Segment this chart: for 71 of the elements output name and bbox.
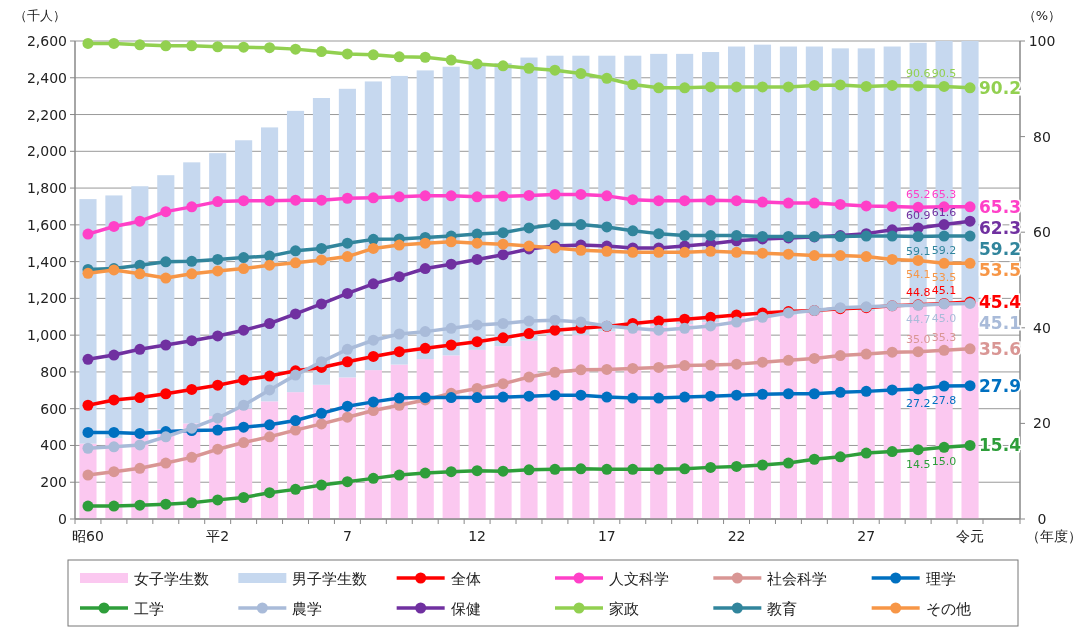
y-tick-label: 1,200: [26, 290, 67, 307]
legend-label: その他: [925, 600, 971, 618]
legend-label: 家政: [609, 600, 639, 618]
data-label: 53.5: [979, 259, 1021, 280]
x-tick-label: 令元: [956, 528, 985, 544]
legend-label: 全体: [450, 570, 481, 588]
y-tick-label: 2,600: [26, 33, 67, 49]
x-axis-title: （年度）: [1026, 528, 1082, 544]
y-tick-label: 2,000: [26, 143, 67, 160]
y-tick-label: 1,600: [26, 216, 67, 233]
y-tick-label: 2,200: [26, 106, 67, 123]
data-label: 54.1: [905, 268, 931, 282]
y2-axis-title: （%）: [1022, 8, 1062, 23]
data-label: 59.2: [979, 238, 1021, 259]
y-tick-label: 400: [40, 437, 67, 454]
y2-tick-label: 0: [1037, 511, 1047, 527]
y2-tick-label: 40: [1033, 319, 1051, 336]
legend-label: 農学: [292, 600, 323, 618]
legend-label: 男子学生数: [292, 570, 368, 588]
x-tick-label: 22: [727, 528, 746, 544]
data-label: 90.2: [979, 77, 1021, 98]
legend-label: 人文科学: [609, 570, 669, 588]
data-label: 45.0: [931, 311, 957, 325]
legend-label: 理学: [925, 570, 956, 588]
data-label: 62.3: [979, 217, 1021, 238]
y-tick-label: 200: [40, 474, 67, 491]
data-label: 15.4: [979, 435, 1022, 456]
y2-tick-label: 80: [1033, 128, 1051, 145]
y2-tick-label: 100: [1028, 33, 1056, 49]
data-label: 61.6: [931, 205, 957, 219]
y-tick-label: 0: [58, 511, 67, 527]
legend-label: 保健: [450, 600, 481, 618]
y-tick-label: 1,400: [26, 253, 67, 270]
y-tick-label: 1,000: [26, 327, 67, 344]
x-tick-label: 12: [468, 528, 487, 544]
data-label: 27.2: [905, 396, 931, 410]
y-tick-label: 1,800: [26, 180, 67, 197]
data-label: 65.2: [905, 188, 931, 202]
data-label: 59.2: [931, 244, 957, 258]
y-tick-label: 800: [40, 363, 67, 380]
data-label: 45.1: [931, 284, 957, 298]
x-tick-label: 昭60: [72, 528, 104, 544]
data-label: 53.5: [931, 271, 957, 285]
x-tick-label: 27: [857, 528, 876, 544]
data-label: 14.5: [905, 457, 931, 471]
y-tick-label: 2,400: [26, 69, 67, 86]
data-label: 45.4: [979, 291, 1022, 312]
data-label: 65.3: [979, 196, 1021, 217]
data-label: 90.6: [905, 66, 931, 80]
data-label: 27.8: [931, 394, 957, 408]
y2-tick-label: 60: [1033, 224, 1051, 241]
data-label: 35.3: [931, 331, 957, 345]
legend-label: 工学: [134, 600, 164, 618]
data-label: 90.5: [931, 67, 957, 81]
y-axis-title: （千人）: [14, 8, 66, 23]
data-label: 60.9: [905, 208, 931, 222]
data-label: 44.7: [905, 313, 931, 327]
data-label: 15.0: [931, 455, 957, 469]
data-label: 59.1: [905, 244, 931, 258]
legend-label: 女子学生数: [134, 570, 209, 588]
x-tick-label: 7: [342, 528, 352, 544]
y2-tick-label: 20: [1033, 415, 1051, 432]
x-tick-label: 平2: [206, 528, 230, 544]
data-label: 35.0: [905, 332, 931, 346]
data-label: 27.9: [979, 375, 1021, 396]
y-tick-label: 600: [40, 400, 67, 417]
legend-label: 社会科学: [767, 570, 828, 588]
data-label: 44.8: [905, 285, 931, 299]
legend-label: 教育: [767, 600, 798, 618]
x-tick-label: 17: [597, 528, 616, 544]
data-label: 65.3: [931, 187, 957, 201]
